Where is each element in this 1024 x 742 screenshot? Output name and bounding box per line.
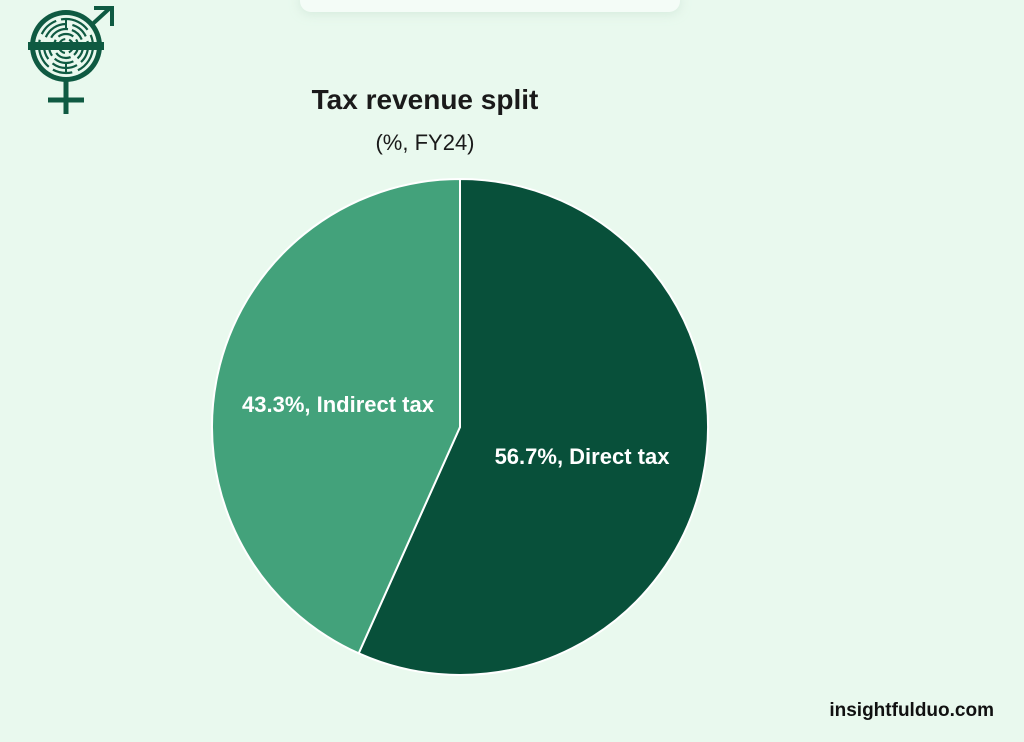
top-bar-decoration	[300, 0, 680, 12]
pie-label-indirect-tax: 43.3%, Indirect tax	[242, 392, 435, 417]
pie-slice-indirect-tax	[210, 177, 461, 655]
pie-label-direct-tax: 56.7%, Direct tax	[495, 444, 671, 469]
pie-slice-direct-tax	[357, 177, 709, 676]
website-credit: insightfulduo.com	[829, 700, 994, 721]
chart-title: Tax revenue split	[311, 84, 539, 115]
maze-gender-symbol-logo-icon	[28, 6, 114, 114]
chart-subtitle: (%, FY24)	[375, 130, 475, 155]
